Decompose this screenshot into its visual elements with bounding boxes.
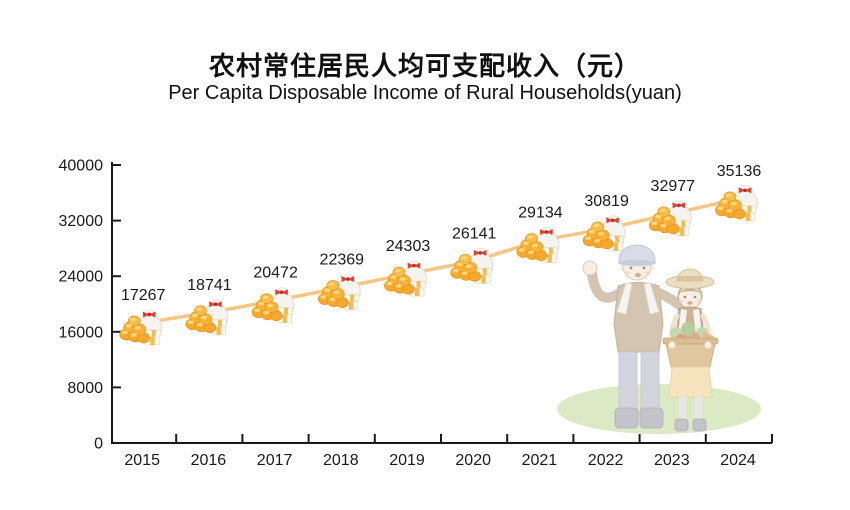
farmer-woman bbox=[662, 268, 719, 432]
y-axis-tick-label: 0 bbox=[94, 436, 103, 453]
data-label-2024: 35136 bbox=[717, 163, 762, 180]
data-label-2022: 30819 bbox=[584, 193, 629, 210]
data-label-2023: 32977 bbox=[651, 178, 696, 195]
data-point-2024 bbox=[715, 185, 758, 222]
data-label-2019: 24303 bbox=[386, 238, 431, 255]
farmer-man bbox=[582, 244, 689, 429]
chart-axes: 0 8000 16000 24000 32000 40000 2015 2016 2017 201… bbox=[59, 158, 773, 469]
data-label-2016: 18741 bbox=[187, 277, 232, 294]
data-label-2021: 29134 bbox=[518, 205, 563, 222]
chart-title-chinese: 农村常住居民人均可支配收入（元） bbox=[208, 51, 641, 81]
x-axis-label-2020: 2020 bbox=[455, 452, 491, 469]
x-axis-label-2021: 2021 bbox=[522, 452, 558, 469]
data-point-2023 bbox=[648, 200, 692, 237]
data-point-2017 bbox=[251, 287, 295, 324]
data-label-2018: 22369 bbox=[320, 252, 365, 269]
y-axis-tick-label: 16000 bbox=[59, 324, 104, 341]
data-point-2019 bbox=[384, 260, 427, 297]
y-axis-tick-label: 8000 bbox=[67, 380, 103, 397]
x-axis-label-2015: 2015 bbox=[124, 452, 160, 469]
data-point-2015 bbox=[119, 309, 163, 346]
data-label-2015: 17267 bbox=[121, 287, 166, 304]
x-axis-label-2016: 2016 bbox=[191, 452, 227, 469]
x-axis-label-2019: 2019 bbox=[389, 452, 425, 469]
data-label-2020: 26141 bbox=[452, 225, 497, 242]
farmers-illustration bbox=[557, 244, 761, 434]
data-label-2017: 20472 bbox=[253, 265, 298, 282]
x-axis-label-2023: 2023 bbox=[654, 452, 690, 469]
x-axis-label-2017: 2017 bbox=[257, 452, 293, 469]
data-point-2020 bbox=[450, 247, 494, 284]
data-point-2021 bbox=[516, 227, 560, 264]
income-line bbox=[140, 197, 740, 325]
income-series: 17267 18741 20472 22369 24303 26141 29134 30819… bbox=[119, 163, 762, 346]
data-point-2018 bbox=[317, 274, 361, 311]
x-axis-label-2024: 2024 bbox=[720, 452, 756, 469]
axis-frame bbox=[111, 162, 772, 444]
x-axis-label-2018: 2018 bbox=[323, 452, 359, 469]
y-axis-tick-label: 32000 bbox=[59, 213, 104, 230]
x-axis-label-2022: 2022 bbox=[588, 452, 624, 469]
y-axis-tick-label: 24000 bbox=[59, 269, 104, 286]
data-point-2022 bbox=[582, 215, 626, 252]
chart-title-english: Per Capita Disposable Income of Rural Ho… bbox=[168, 82, 682, 104]
y-axis-tick-label: 40000 bbox=[59, 158, 104, 175]
data-point-2016 bbox=[185, 299, 229, 336]
